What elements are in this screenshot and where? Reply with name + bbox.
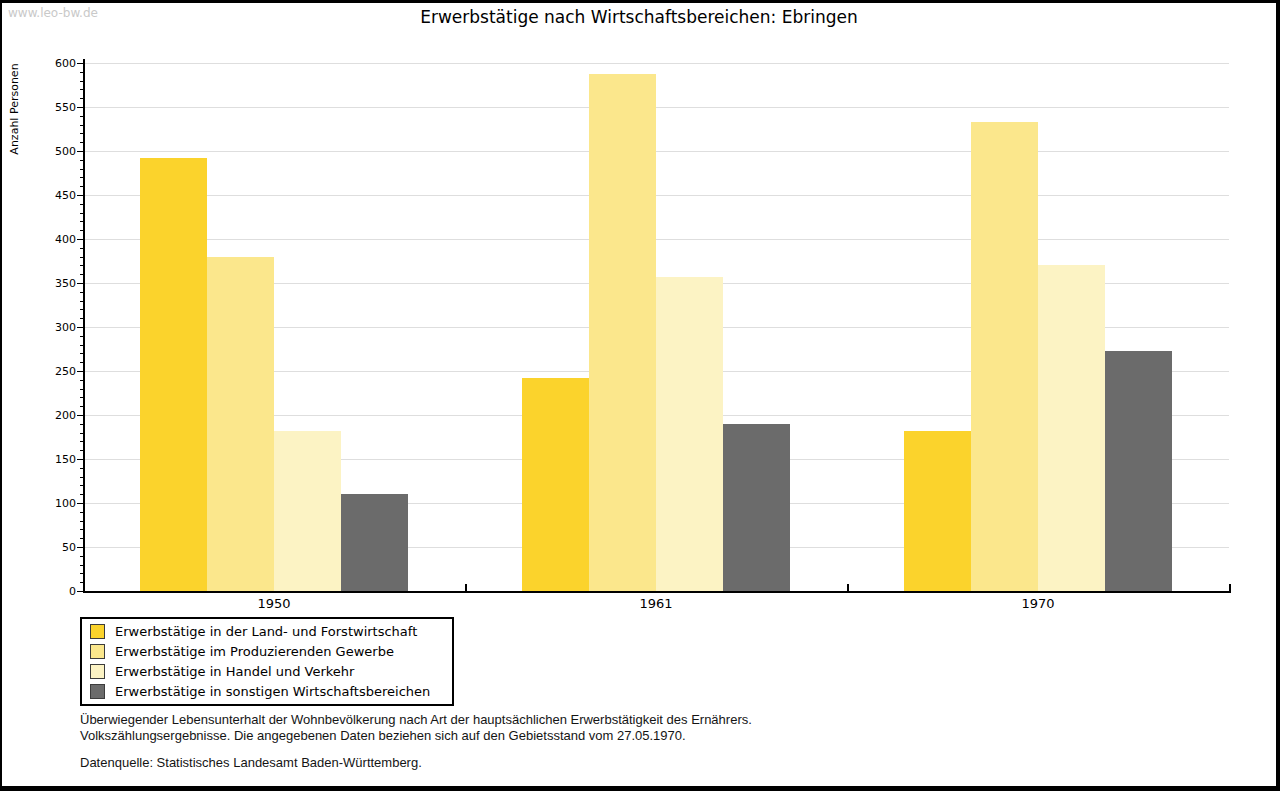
footnote-line-2: Volkszählungsergebnisse. Die angegebenen… [80, 728, 752, 744]
x-tick-label: 1970 [998, 596, 1078, 611]
bar [971, 122, 1038, 591]
source-line: Datenquelle: Statistisches Landesamt Bad… [80, 755, 422, 770]
bar [656, 277, 723, 591]
legend-label: Erwerbstätige in Handel und Verkehr [115, 664, 354, 679]
legend-item: Erwerbstätige in Handel und Verkehr [82, 661, 452, 681]
legend-label: Erwerbstätige in sonstigen Wirtschaftsbe… [115, 684, 430, 699]
gridline [85, 151, 1229, 152]
footnote-line-1: Überwiegender Lebensunterhalt der Wohnbe… [80, 712, 752, 728]
y-tick-label: 250 [4, 365, 76, 378]
legend-swatch [90, 644, 105, 659]
y-tick-label: 150 [4, 453, 76, 466]
legend-swatch [90, 684, 105, 699]
legend-swatch [90, 664, 105, 679]
bar [1038, 265, 1105, 591]
x-tick-label: 1961 [616, 596, 696, 611]
x-axis-group-tick [465, 584, 467, 591]
y-tick-label: 0 [4, 585, 76, 598]
legend-label: Erwerbstätige in der Land- und Forstwirt… [115, 624, 417, 639]
bar [589, 74, 656, 591]
y-tick-label: 100 [4, 497, 76, 510]
bar [140, 158, 207, 591]
y-tick-label: 600 [4, 57, 76, 70]
legend: Erwerbstätige in der Land- und Forstwirt… [80, 617, 454, 706]
chart-frame: www.leo-bw.de Erwerbstätige nach Wirtsch… [0, 0, 1280, 791]
bar [904, 431, 971, 591]
y-tick-label: 350 [4, 277, 76, 290]
gridline [85, 195, 1229, 196]
footnote: Überwiegender Lebensunterhalt der Wohnbe… [80, 712, 752, 743]
bar [341, 494, 408, 591]
x-tick-label: 1950 [234, 596, 314, 611]
y-tick-label: 550 [4, 101, 76, 114]
bar [522, 378, 589, 591]
gridline [85, 239, 1229, 240]
legend-item: Erwerbstätige in der Land- und Forstwirt… [82, 621, 452, 641]
bar [274, 431, 341, 591]
legend-label: Erwerbstätige im Produzierenden Gewerbe [115, 644, 394, 659]
x-axis-end-tick [1229, 584, 1231, 591]
legend-swatch [90, 624, 105, 639]
y-axis-line [83, 59, 85, 593]
y-tick-label: 200 [4, 409, 76, 422]
gridline [85, 63, 1229, 64]
y-tick-label: 400 [4, 233, 76, 246]
gridline [85, 107, 1229, 108]
x-axis-line [83, 591, 1231, 593]
y-tick-label: 450 [4, 189, 76, 202]
y-tick-label: 300 [4, 321, 76, 334]
x-axis-group-tick [847, 584, 849, 591]
legend-item: Erwerbstätige im Produzierenden Gewerbe [82, 641, 452, 661]
legend-item: Erwerbstätige in sonstigen Wirtschaftsbe… [82, 681, 452, 701]
bar [723, 424, 790, 591]
bar [1105, 351, 1172, 591]
bar [207, 257, 274, 591]
y-tick-label: 500 [4, 145, 76, 158]
y-tick-label: 50 [4, 541, 76, 554]
